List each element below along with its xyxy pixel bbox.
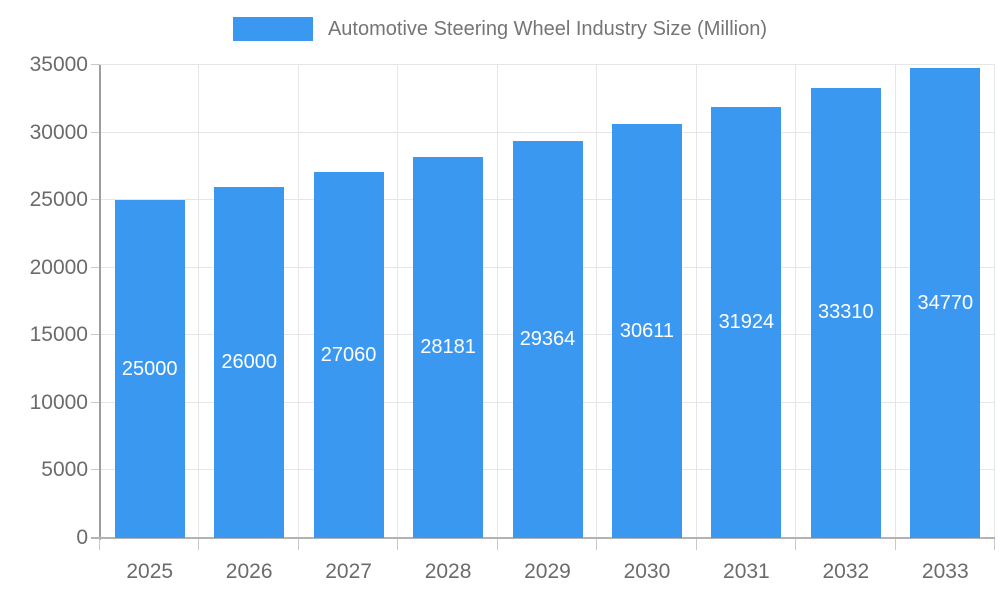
bar-value-label: 29364: [519, 328, 576, 351]
y-tick-mark: [91, 199, 100, 201]
y-tick-mark: [91, 64, 100, 65]
bar[interactable]: 26000: [214, 186, 285, 538]
bar[interactable]: 25000: [114, 200, 185, 538]
y-tick-mark: [91, 469, 100, 471]
x-tick-label: 2025: [126, 560, 174, 583]
y-tick-label: 15000: [29, 323, 88, 347]
legend-item[interactable]: Automotive Steering Wheel Industry Size …: [232, 17, 768, 41]
gridline-vertical: [496, 65, 498, 538]
bar-value-label: 25000: [121, 357, 178, 380]
gridline-vertical: [198, 65, 200, 538]
bar-value-label: 34770: [917, 291, 974, 314]
y-tick-label: 0: [76, 526, 88, 549]
gridline-vertical: [397, 65, 399, 538]
bar[interactable]: 28181: [413, 157, 484, 538]
x-tick-mark: [397, 539, 399, 550]
x-tick-label: 2033: [921, 560, 969, 583]
bar-value-label: 26000: [221, 350, 277, 373]
x-tick-label: 2028: [424, 560, 472, 583]
legend: Automotive Steering Wheel Industry Size …: [0, 17, 1000, 41]
bar-value-label: 28181: [420, 336, 476, 359]
bar-value-label: 31924: [718, 310, 775, 333]
x-tick-mark: [297, 539, 299, 550]
y-tick-label: 25000: [29, 188, 88, 212]
x-tick-label: 2030: [623, 560, 671, 583]
y-tick-label: 20000: [29, 255, 88, 279]
y-axis-line: [99, 65, 101, 540]
y-tick-label: 5000: [41, 458, 88, 482]
bar[interactable]: 34770: [910, 68, 981, 538]
gridline-vertical: [994, 65, 995, 538]
x-tick-label: 2031: [723, 560, 770, 583]
bar[interactable]: 30611: [611, 124, 682, 538]
gridline-horizontal: [100, 131, 995, 133]
x-axis-line: [91, 537, 995, 539]
bar[interactable]: 33310: [810, 87, 881, 538]
x-tick-mark: [198, 539, 200, 550]
x-tick-mark: [496, 539, 498, 550]
y-tick-mark: [91, 131, 100, 133]
gridline-vertical: [795, 65, 797, 538]
x-tick-mark: [695, 539, 697, 550]
gridline-vertical: [596, 65, 598, 538]
bar-value-label: 30611: [619, 319, 674, 342]
x-tick-label: 2032: [822, 560, 870, 583]
legend-label: Automotive Steering Wheel Industry Size …: [327, 17, 768, 40]
x-tick-mark: [596, 539, 598, 550]
y-tick-mark: [91, 401, 100, 403]
gridline-vertical: [894, 65, 896, 538]
x-tick-mark: [894, 539, 896, 550]
y-tick-label: 35000: [29, 53, 88, 76]
bar[interactable]: 29364: [512, 141, 583, 538]
gridline-vertical: [297, 65, 299, 538]
legend-swatch-icon: [232, 17, 313, 41]
x-tick-label: 2026: [225, 560, 273, 583]
x-tick-mark: [795, 539, 797, 550]
x-tick-label: 2029: [524, 560, 571, 583]
x-tick-mark: [994, 539, 995, 550]
bar[interactable]: 31924: [711, 106, 782, 538]
gridline-vertical: [695, 65, 697, 538]
gridline-horizontal: [100, 64, 995, 65]
bar-value-label: 27060: [320, 343, 377, 366]
bar-value-label: 33310: [818, 301, 874, 324]
y-tick-mark: [91, 266, 100, 268]
y-tick-label: 30000: [29, 120, 88, 144]
bar[interactable]: 27060: [313, 172, 384, 538]
x-tick-mark: [99, 539, 100, 550]
x-tick-label: 2027: [325, 560, 372, 583]
y-tick-mark: [91, 334, 100, 336]
y-tick-label: 10000: [29, 390, 88, 414]
